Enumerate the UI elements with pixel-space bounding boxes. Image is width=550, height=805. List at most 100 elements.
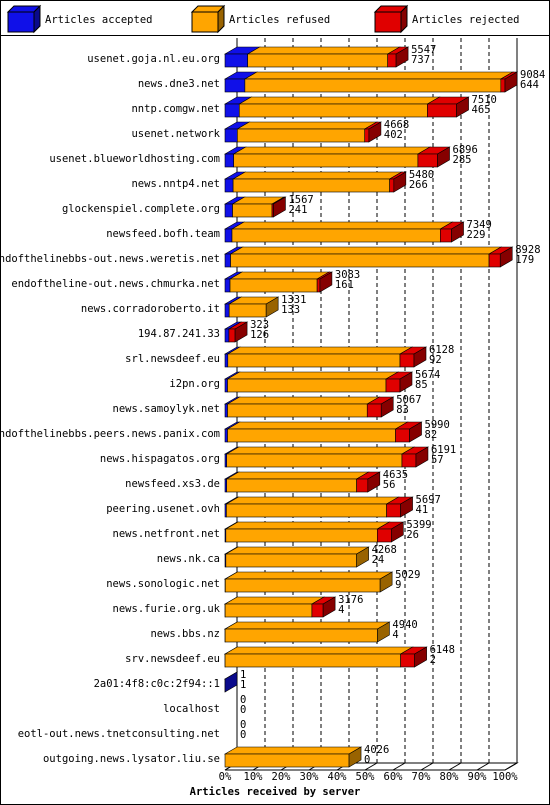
total-label: 4268 [372,544,397,556]
bar-top [238,96,441,105]
bar-segment [401,453,417,468]
legend-label: Articles refused [229,14,330,26]
bar-segment [399,353,415,368]
x-tick [504,762,518,771]
accepted-label: 24 [372,554,385,566]
bar-segment [244,78,502,93]
bar-segment [227,353,401,368]
bar-segment [311,603,324,618]
bar-segment [224,278,231,293]
bar-segment [233,153,419,168]
x-tick-label: 30% [300,771,320,783]
bar-side [234,321,248,343]
bar-segment [237,128,366,143]
y-tick-label: peering.usenet.ovh [106,503,220,515]
legend-label: Articles rejected [412,14,519,26]
bar-segment [417,153,438,168]
bar-segment [224,153,234,168]
bar-side [395,46,409,68]
accepted-label: 402 [384,129,403,141]
accepted-label: 644 [520,79,539,91]
bar-side [409,421,422,443]
x-tick-label: 60% [384,771,404,783]
y-tick-label: endofthelinebbs.peers.news.panix.com [0,428,220,440]
bar-segment [366,403,382,418]
bar-segment [227,428,396,443]
y-tick-label: 194.87.241.33 [138,328,220,340]
bar-segment [227,403,368,418]
bar-segment [224,653,401,668]
bar-segment [224,628,378,643]
bar-segment [500,78,506,93]
bar-segment [226,453,403,468]
y-tick-label: eotl-out.news.tnetconsulting.net [18,728,220,740]
total-label: 0 [240,719,246,731]
accepted-label: 4 [338,604,344,616]
y-tick-label: news.hispagatos.org [100,453,220,465]
x-tick-label: 70% [412,771,432,783]
accepted-label: 41 [416,504,429,516]
x-tick-label: 10% [244,771,264,783]
x-tick-label: 90% [468,771,488,783]
y-tick-label: usenet.network [131,128,220,140]
y-tick-label: news.sonologic.net [106,578,220,590]
total-label: 5029 [395,569,420,581]
bar-segment [224,228,233,243]
bar-segment [395,428,410,443]
bar-top [226,346,414,355]
total-label: 3083 [335,269,360,281]
y-tick-label: news.nntp4.net [131,178,220,190]
bar-segment [229,278,318,293]
total-label: 7349 [467,219,492,231]
bar-segment [228,303,267,318]
bar-side [356,546,369,568]
bar-top [223,746,363,755]
total-label: 323 [250,319,269,331]
bar-top [224,521,391,530]
bar-side [400,496,413,518]
bar-top [236,121,378,130]
legend-swatch [374,11,402,33]
bar-side [391,521,404,543]
accepted-label: 26 [406,529,419,541]
x-tick [420,762,434,771]
total-label: 0 [240,694,246,706]
total-label: 5674 [415,369,440,381]
bar-side [504,71,518,93]
bar-side [380,396,394,418]
bar-top [225,446,416,455]
bar-top [226,371,400,380]
bar-segment [224,203,233,218]
y-tick-label: news.furie.org.uk [113,603,221,615]
y-tick-label: usenet.goja.nl.eu.org [87,53,220,65]
bar-side [322,596,336,618]
legend-swatch [191,11,219,33]
bar-side [379,571,393,593]
bar-segment [224,253,231,268]
bar-segment [226,503,387,518]
y-tick-label: 2a01:4f8:c0c:2f94::1 [94,678,220,690]
y-tick-label: news.corradoroberto.it [81,303,220,315]
bar-top [232,146,432,155]
bar-segment [225,553,357,568]
bar-top [224,596,326,605]
accepted-label: 179 [515,254,534,266]
y-tick-label: i2pn.org [169,378,220,390]
accepted-label: 9 [395,579,401,591]
y-tick-label: srl.newsdeef.eu [125,353,220,365]
y-tick-label: endoftheline-out.news.chmurka.net [11,278,220,290]
x-tick-label: 20% [272,771,292,783]
accepted-label: 56 [383,479,396,491]
bar-segment [427,103,457,118]
total-label: 8928 [515,244,540,256]
bar-side [319,271,333,293]
legend-swatch [7,11,35,33]
bar-top [228,271,331,280]
x-tick [392,762,406,771]
accepted-label: 1 [240,679,246,691]
x-tick-label: 100% [492,771,518,783]
total-label: 1567 [288,194,313,206]
total-label: 1331 [281,294,306,306]
bar-segment [232,178,390,193]
accepted-label: 85 [415,379,428,391]
